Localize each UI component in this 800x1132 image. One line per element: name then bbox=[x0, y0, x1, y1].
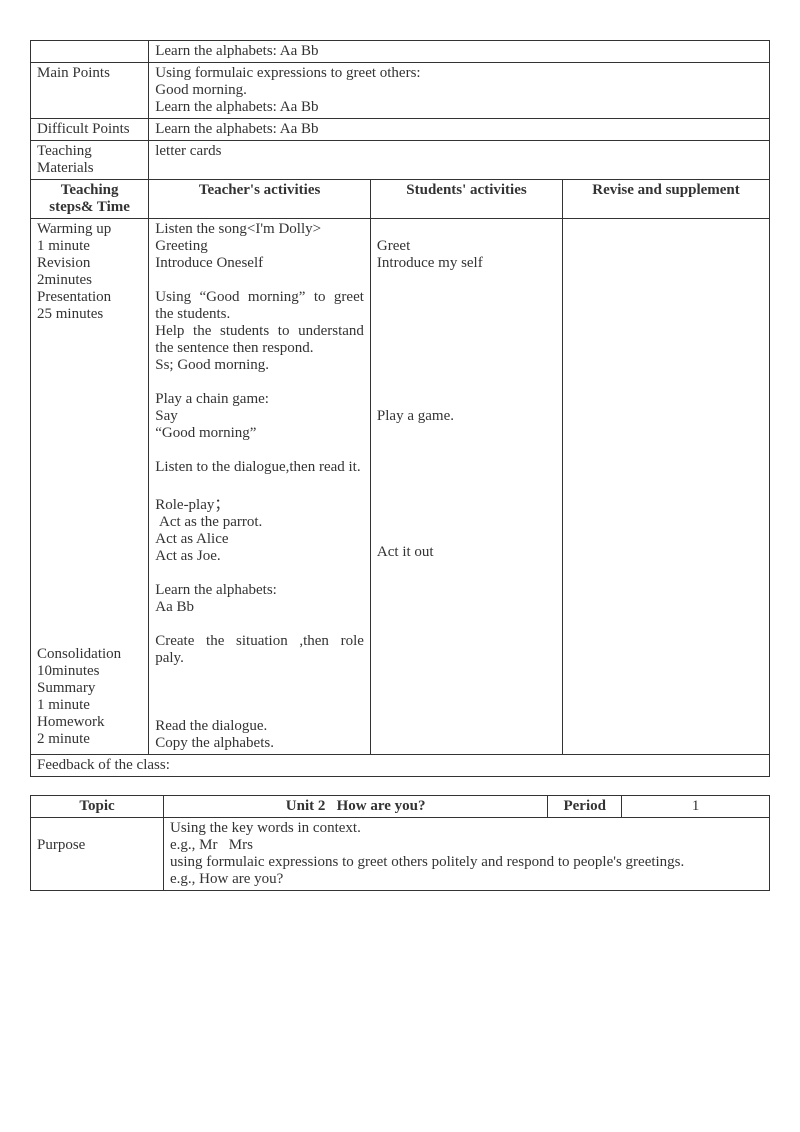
main-points-label: Main Points bbox=[31, 63, 149, 119]
topic-value: Unit 2 How are you? bbox=[164, 796, 548, 818]
teaching-materials-value: letter cards bbox=[149, 141, 770, 180]
teacher-content: Listen the song<I'm Dolly> Greeting Intr… bbox=[149, 219, 371, 755]
period-label: Period bbox=[548, 796, 622, 818]
unit2-table: Topic Unit 2 How are you? Period 1 Purpo… bbox=[30, 795, 770, 891]
difficult-points-value: Learn the alphabets: Aa Bb bbox=[149, 119, 770, 141]
steps-content: Warming up 1 minute Revision 2minutes Pr… bbox=[31, 219, 149, 755]
feedback-row: Feedback of the class: bbox=[31, 755, 770, 777]
header-steps: Teaching steps& Time bbox=[31, 180, 149, 219]
students-content: Greet Introduce my self Play a game. Act… bbox=[370, 219, 562, 755]
lesson-plan-table: Learn the alphabets: Aa Bb Main Points U… bbox=[30, 40, 770, 777]
purpose-label: Purpose bbox=[31, 818, 164, 891]
teaching-materials-label: Teaching Materials bbox=[31, 141, 149, 180]
row1-right: Learn the alphabets: Aa Bb bbox=[149, 41, 770, 63]
topic-label: Topic bbox=[31, 796, 164, 818]
header-revise: Revise and supplement bbox=[563, 180, 770, 219]
revise-content bbox=[563, 219, 770, 755]
blank-cell bbox=[31, 41, 149, 63]
purpose-value: Using the key words in context. e.g., Mr… bbox=[164, 818, 770, 891]
difficult-points-label: Difficult Points bbox=[31, 119, 149, 141]
header-students: Students' activities bbox=[370, 180, 562, 219]
main-points-value: Using formulaic expressions to greet oth… bbox=[149, 63, 770, 119]
period-value: 1 bbox=[622, 796, 770, 818]
header-teacher: Teacher's activities bbox=[149, 180, 371, 219]
